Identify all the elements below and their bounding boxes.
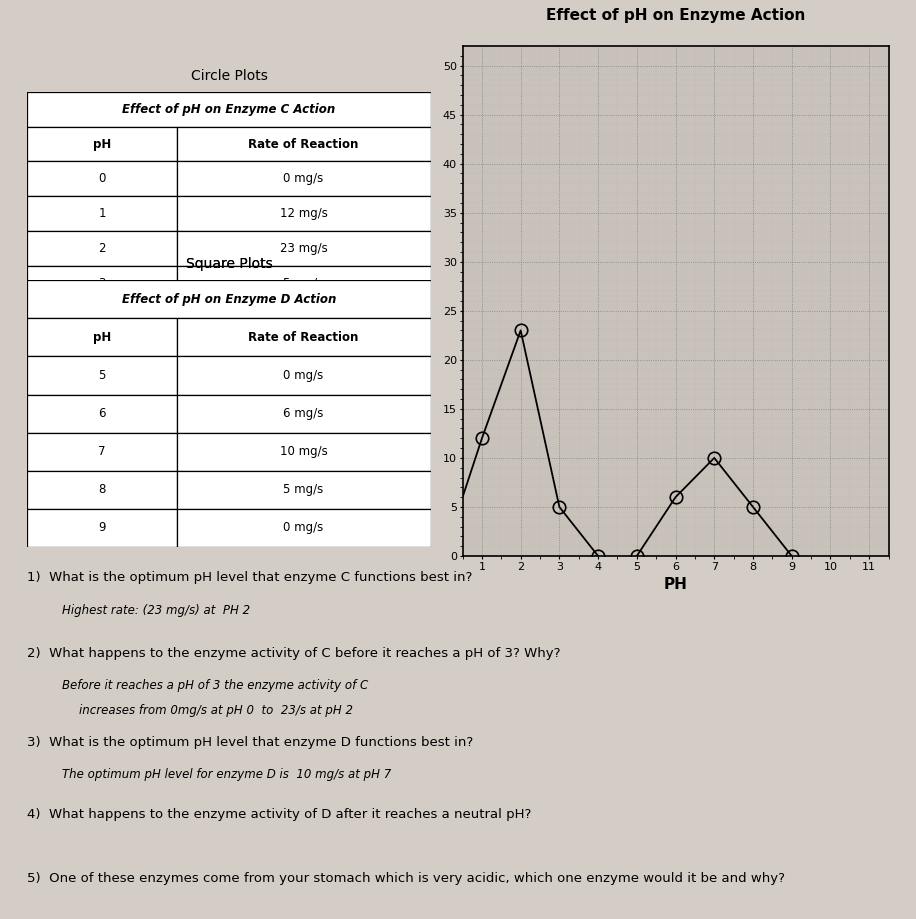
Bar <box>177 162 431 197</box>
Text: 12 mg/s: 12 mg/s <box>279 207 328 221</box>
Text: Square Plots: Square Plots <box>186 257 272 271</box>
Text: Rate of Reaction: Rate of Reaction <box>248 138 359 151</box>
Bar <box>177 127 431 162</box>
Text: 5: 5 <box>98 369 105 382</box>
Text: 10 mg/s: 10 mg/s <box>279 445 327 459</box>
X-axis label: PH: PH <box>663 577 688 592</box>
Text: 0: 0 <box>98 173 105 186</box>
Bar <box>27 127 177 162</box>
Bar <box>177 301 431 335</box>
Text: 0 mg/s: 0 mg/s <box>283 521 323 534</box>
Bar <box>27 433 177 471</box>
Text: The optimum pH level for enzyme D is  10 mg/s at pH 7: The optimum pH level for enzyme D is 10 … <box>62 768 391 781</box>
Text: pH: pH <box>93 331 111 344</box>
Text: 0 mg/s: 0 mg/s <box>283 369 323 382</box>
Text: 4: 4 <box>98 312 105 324</box>
Text: 2)  What happens to the enzyme activity of C before it reaches a pH of 3? Why?: 2) What happens to the enzyme activity o… <box>27 647 561 660</box>
Text: 8: 8 <box>98 483 105 496</box>
Text: 5 mg/s: 5 mg/s <box>283 483 323 496</box>
Text: 5)  One of these enzymes come from your stomach which is very acidic, which one : 5) One of these enzymes come from your s… <box>27 872 786 885</box>
Text: Effect of pH on Enzyme Action: Effect of pH on Enzyme Action <box>546 8 805 23</box>
Bar <box>27 318 177 357</box>
Bar <box>27 231 177 266</box>
Text: Before it reaches a pH of 3 the enzyme activity of C: Before it reaches a pH of 3 the enzyme a… <box>62 679 368 692</box>
Text: 7: 7 <box>98 445 105 459</box>
Bar <box>177 318 431 357</box>
Text: 0 mg/s: 0 mg/s <box>283 173 323 186</box>
Bar <box>177 197 431 231</box>
Text: Effect of pH on Enzyme C Action: Effect of pH on Enzyme C Action <box>123 103 335 116</box>
Bar <box>177 357 431 394</box>
Text: increases from 0mg/s at pH 0  to  23/s at pH 2: increases from 0mg/s at pH 0 to 23/s at … <box>79 704 354 717</box>
Text: 2: 2 <box>98 242 105 255</box>
Bar <box>27 197 177 231</box>
Bar <box>27 280 431 318</box>
Bar <box>27 266 177 301</box>
Bar <box>177 231 431 266</box>
Text: 6 mg/s: 6 mg/s <box>283 407 323 420</box>
Bar <box>27 301 177 335</box>
Text: Square Plots: Square Plots <box>186 257 272 271</box>
Bar <box>27 471 177 509</box>
Text: pH: pH <box>93 138 111 151</box>
Text: Rate of Reaction: Rate of Reaction <box>248 331 359 344</box>
Text: 6: 6 <box>98 407 105 420</box>
Bar <box>177 266 431 301</box>
Text: Effect of pH on Enzyme D Action: Effect of pH on Enzyme D Action <box>122 293 336 306</box>
Bar <box>27 509 177 547</box>
Text: 1)  What is the optimum pH level that enzyme C functions best in?: 1) What is the optimum pH level that enz… <box>27 572 473 584</box>
Text: Highest rate: (23 mg/s) at  PH 2: Highest rate: (23 mg/s) at PH 2 <box>62 604 250 617</box>
Text: 1: 1 <box>98 207 105 221</box>
Bar <box>27 162 177 197</box>
Bar <box>177 509 431 547</box>
Text: Circle Plots: Circle Plots <box>191 69 267 83</box>
Text: 3: 3 <box>98 277 105 289</box>
Text: 9: 9 <box>98 521 105 534</box>
Bar <box>27 92 431 127</box>
Bar <box>177 471 431 509</box>
Bar <box>177 433 431 471</box>
Bar <box>27 357 177 394</box>
Bar <box>177 394 431 433</box>
Text: 4)  What happens to the enzyme activity of D after it reaches a neutral pH?: 4) What happens to the enzyme activity o… <box>27 808 532 821</box>
Text: 5 mg/s: 5 mg/s <box>283 277 323 289</box>
Text: 0 mg/s: 0 mg/s <box>283 312 323 324</box>
Text: 3)  What is the optimum pH level that enzyme D functions best in?: 3) What is the optimum pH level that enz… <box>27 736 474 749</box>
Text: 23 mg/s: 23 mg/s <box>279 242 327 255</box>
Bar <box>27 394 177 433</box>
